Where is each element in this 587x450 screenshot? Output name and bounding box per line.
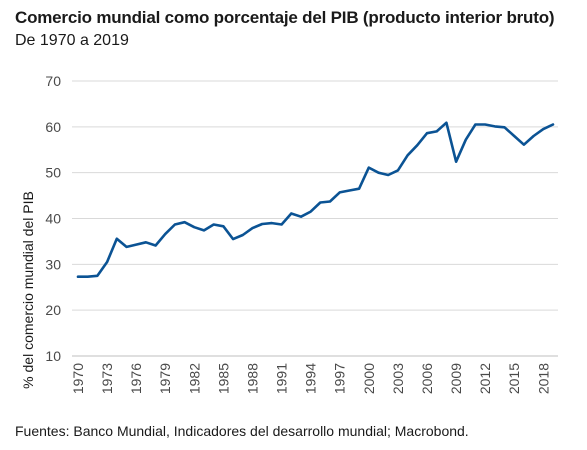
y-tick-label: 50 — [45, 165, 61, 181]
x-tick-label: 1988 — [244, 363, 260, 394]
x-tick-layer: 1970 1973 1976 1979 1982 1985 1988 1991 1994 1997… — [70, 363, 551, 394]
x-tick-label: 2000 — [361, 363, 377, 394]
grid-layer — [72, 80, 558, 357]
x-tick-label: 1991 — [274, 363, 290, 394]
y-axis-title: % del comercio mundial del PIB — [20, 191, 36, 389]
series-line-0 — [76, 121, 555, 279]
y-tick-layer: 10 20 30 40 50 60 70 — [45, 73, 61, 364]
y-tick-label: 20 — [45, 302, 61, 318]
source-note: Fuentes: Banco Mundial, Indicadores del … — [15, 423, 469, 439]
x-tick-label: 1985 — [215, 363, 231, 394]
chart-subtitle: De 1970 a 2019 — [15, 32, 129, 49]
x-tick-label: 1979 — [157, 363, 173, 394]
y-tick-label: 30 — [45, 256, 61, 272]
x-tick-label: 2009 — [448, 363, 464, 394]
y-tick-label: 70 — [45, 73, 61, 89]
x-tick-label: 1997 — [332, 363, 348, 394]
x-tick-label: 2018 — [535, 363, 551, 394]
x-tick-label: 1982 — [186, 363, 202, 394]
x-tick-label: 1976 — [128, 363, 144, 394]
series-layer — [76, 121, 555, 279]
x-tick-label: 1973 — [99, 363, 115, 394]
chart-title: Comercio mundial como porcentaje del PIB… — [15, 8, 555, 27]
x-tick-label: 1994 — [303, 363, 319, 394]
x-tick-label: 2006 — [419, 363, 435, 394]
x-tick-label: 2003 — [390, 363, 406, 394]
y-tick-label: 10 — [45, 348, 61, 364]
y-tick-label: 60 — [45, 119, 61, 135]
x-tick-label: 2012 — [477, 363, 493, 394]
x-tick-label: 1970 — [70, 363, 86, 394]
x-tick-label: 2015 — [506, 363, 522, 394]
y-tick-label: 40 — [45, 211, 61, 227]
